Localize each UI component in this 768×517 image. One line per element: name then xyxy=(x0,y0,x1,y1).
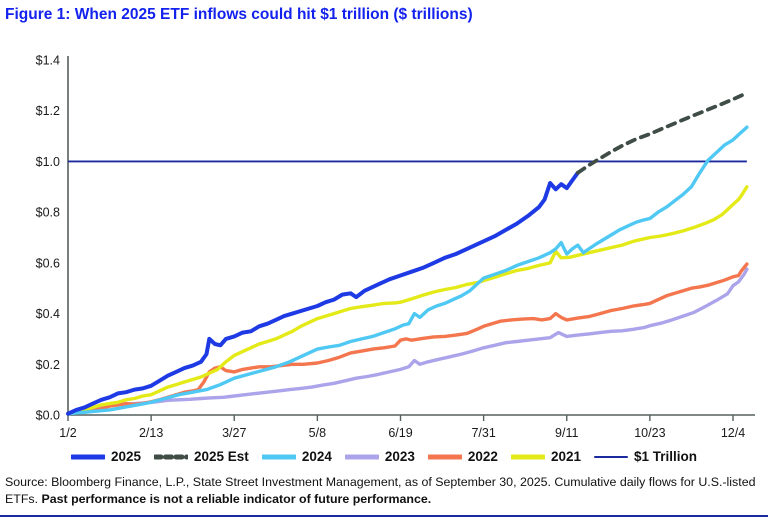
y-tick-label: $1.2 xyxy=(36,104,60,118)
legend-label-2024: 2024 xyxy=(301,449,332,464)
legend-label-2025: 2025 xyxy=(110,449,142,464)
series-line-2025-est xyxy=(575,91,749,175)
x-tick-label: 12/4 xyxy=(721,426,745,440)
disclaimer-text: Past performance is not a reliable indic… xyxy=(41,492,432,506)
y-tick-label: $0.4 xyxy=(36,307,60,321)
x-tick-label: 10/23 xyxy=(634,426,665,440)
source-note: Source: Bloomberg Finance, L.P., State S… xyxy=(5,474,762,508)
legend-swatch-2022 xyxy=(427,454,462,459)
series-line-2021 xyxy=(66,185,749,416)
legend-item-2022: 2022 xyxy=(427,449,498,464)
x-tick-label: 3/27 xyxy=(222,426,246,440)
y-tick-label: $1.0 xyxy=(36,155,60,169)
series-line-2022 xyxy=(66,262,749,416)
x-tick-label: 9/11 xyxy=(555,426,578,440)
figure-title: Figure 1: When 2025 ETF inflows could hi… xyxy=(5,6,473,23)
legend-item-2023: 2023 xyxy=(344,449,415,464)
legend-label-2023: 2023 xyxy=(384,449,415,464)
x-tick-label: 7/31 xyxy=(471,426,495,440)
legend-item--1-trillion: $1 Trillion xyxy=(594,449,697,464)
legend-swatch-2024 xyxy=(261,454,296,459)
legend-swatch-2025 xyxy=(70,454,105,459)
legend-label-2025-est: 2025 Est xyxy=(194,449,249,464)
legend-swatch-2025-est xyxy=(154,454,189,459)
legend-swatch-2021 xyxy=(510,454,545,459)
y-tick-label: $0.0 xyxy=(36,409,60,423)
x-tick-label: 6/19 xyxy=(388,426,412,440)
legend-swatch--1-trillion xyxy=(594,455,628,458)
etf-inflows-line-chart: $0.0 $0.2 $0.4 $0.6 $0.8 $1.0 $1.2 $1.4 1/2 2/13 3… xyxy=(36,54,755,440)
series-line-2023 xyxy=(66,267,749,416)
x-tick-label: 5/8 xyxy=(309,426,326,440)
legend-item-2025-est: 2025 Est xyxy=(154,449,249,464)
legend-item-2024: 2024 xyxy=(261,449,332,464)
y-tick-label: $0.2 xyxy=(36,358,60,372)
y-tick-label: $1.4 xyxy=(36,54,60,68)
y-tick-label: $0.8 xyxy=(36,206,60,220)
legend-swatch-2023 xyxy=(344,454,379,459)
bottom-divider xyxy=(0,515,768,517)
x-tick-label: 2/13 xyxy=(139,426,163,440)
series-line-2025 xyxy=(66,170,580,416)
legend-label-2022: 2022 xyxy=(467,449,498,464)
y-tick-label: $0.6 xyxy=(36,256,60,270)
x-tick-label: 1/2 xyxy=(59,426,76,440)
chart-legend: 2025 2025 Est 2024 2023 2022 2021 $1 Trillion xyxy=(0,449,768,464)
legend-label--1-trillion: $1 Trillion xyxy=(634,449,698,464)
series-line-2024 xyxy=(66,125,749,416)
source-text: Source: Bloomberg Finance, L.P., State S… xyxy=(5,475,756,506)
legend-label-2021: 2021 xyxy=(550,449,581,464)
legend-item-2025: 2025 xyxy=(70,449,142,464)
legend-item-2021: 2021 xyxy=(510,449,581,464)
